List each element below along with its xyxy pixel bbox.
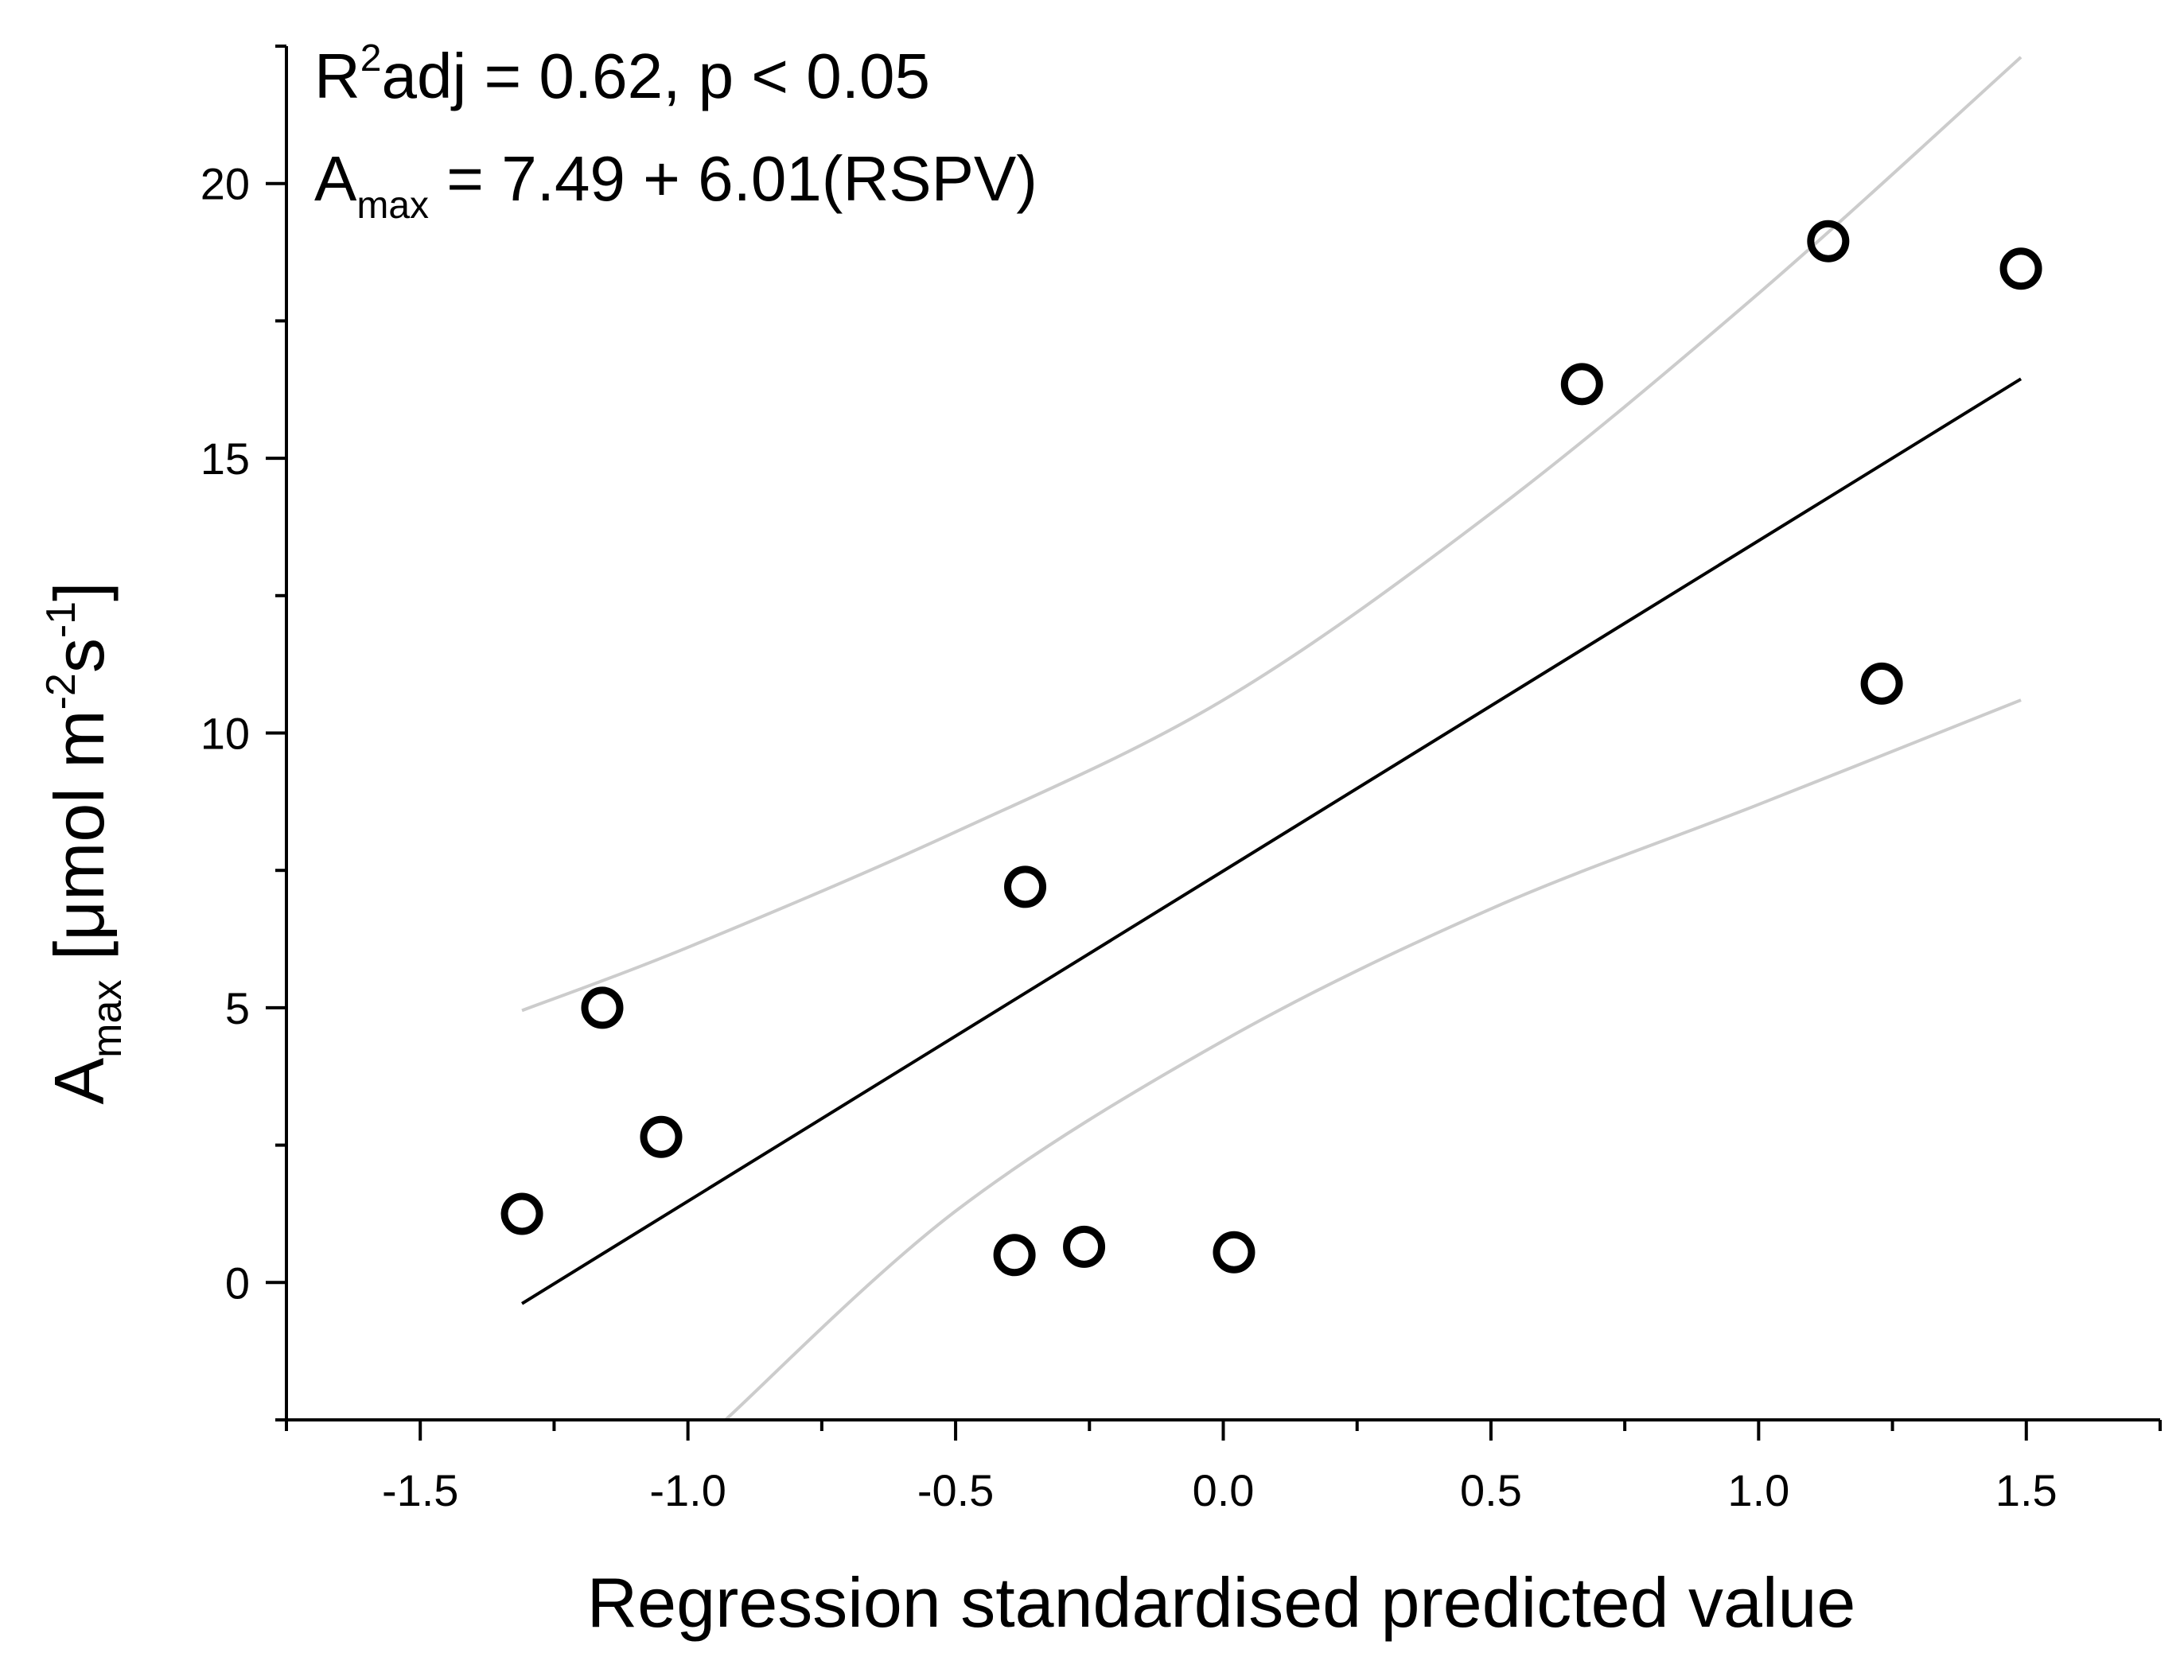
y-axis-label-sup2: -1 [38,601,84,638]
regression-line [521,377,2022,1305]
y-tick-label: 5 [225,983,250,1033]
x-tick-label: -1.0 [649,1465,726,1515]
y-axis-label-close: ] [40,581,119,601]
data-points [500,220,2042,1277]
data-point [993,1234,1036,1277]
annotation-r2-sup: 2 [360,37,382,80]
y-axis-label-units: [μmol m [40,710,119,979]
x-tick-label: 0.5 [1460,1465,1522,1515]
x-tick-label: -0.5 [917,1465,995,1515]
x-tick-label: 1.0 [1727,1465,1789,1515]
confidence-bands [521,56,2022,1421]
y-tick-label: 0 [225,1258,250,1308]
annotation-r2: R2adj = 0.62, p < 0.05 [314,37,930,111]
y-axis-label-sup1: -2 [38,673,84,710]
data-point [1063,1225,1106,1268]
data-point [1560,363,1603,406]
x-axis-ticks: -1.5 -1.0 -0.5 0.0 0.5 1.0 1.5 [285,1420,2162,1515]
y-axis-label-sub: max [84,980,130,1058]
annotation-r2-main: R [314,41,360,111]
regression-fit [521,377,2022,1305]
y-axis-label-s: s [40,638,119,673]
y-axis-label-main: A [40,1058,119,1105]
data-point [1004,865,1047,908]
x-tick-label: 1.5 [1995,1465,2057,1515]
data-point [500,1192,543,1235]
data-point [1999,247,2042,290]
x-axis-label: Regression standardised predicted value [587,1563,1856,1642]
x-tick-label: 0.0 [1193,1465,1255,1515]
annotation-r2-rest: adj = 0.62, p < 0.05 [381,41,929,111]
annotation-equation-main: A [314,143,357,214]
annotation-equation-rest: = 7.49 + 6.01(RSPV) [429,143,1037,214]
data-point [1860,662,1903,705]
x-tick-label: -1.5 [382,1465,459,1515]
y-axis-label: Amax [μmol m-2s-1] [38,581,130,1104]
data-point [1807,220,1850,262]
confidence-lower-curve [724,698,2022,1421]
annotation-equation: Amax = 7.49 + 6.01(RSPV) [314,143,1037,227]
annotation-equation-sub: max [356,185,429,227]
data-point [640,1115,683,1158]
y-tick-label: 15 [200,434,250,484]
data-point [1213,1231,1256,1274]
y-axis-ticks: 0 5 10 15 20 [200,45,286,1421]
y-tick-label: 20 [200,159,250,209]
y-tick-label: 10 [200,709,250,759]
data-point [581,986,624,1029]
confidence-upper-curve [521,56,2022,1013]
